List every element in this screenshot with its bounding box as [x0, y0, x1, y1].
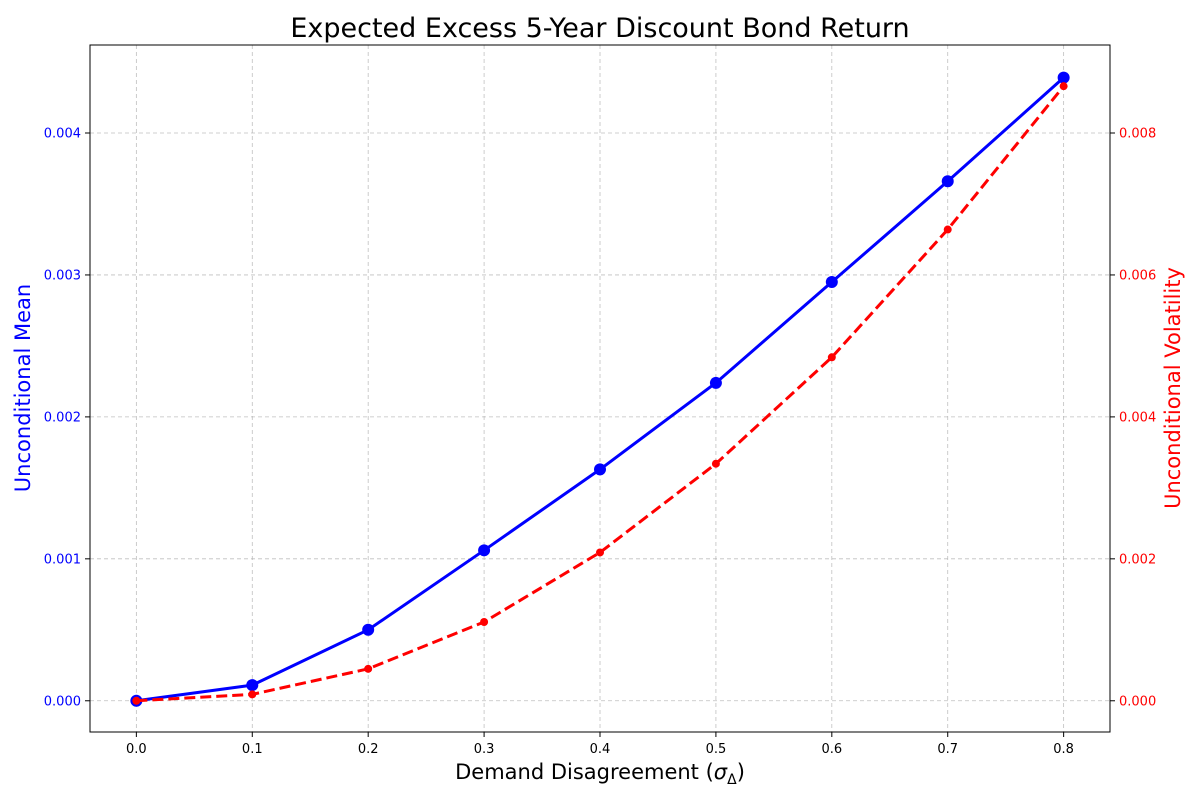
data-point-left: [1057, 71, 1070, 84]
y-axis-left-label: Unconditional Mean: [11, 284, 35, 492]
y-left-tick-label: 0.002: [44, 410, 81, 425]
data-point-left: [825, 276, 838, 289]
y-axis-right-ticks: 0.000 0.002 0.004 0.006 0.008: [1110, 127, 1156, 709]
x-tick-label: 0.1: [242, 742, 263, 757]
x-tick-label: 0.7: [937, 742, 958, 757]
series-layer: [130, 71, 1070, 707]
data-point-right: [596, 548, 604, 557]
y-axis-right-label: Unconditional Volatility: [1161, 267, 1185, 509]
data-point-right: [480, 617, 489, 626]
data-point-left: [709, 376, 722, 389]
y-right-tick-label: 0.008: [1119, 127, 1156, 142]
x-tick-label: 0.6: [821, 742, 842, 757]
y-axis-left-ticks: 0.000 0.001 0.002 0.003 0.004: [44, 127, 90, 709]
data-point-right: [1059, 82, 1068, 91]
grid-layer: [90, 45, 1110, 732]
x-tick-label: 0.4: [590, 742, 611, 757]
data-point-right: [943, 225, 952, 234]
data-point-right: [132, 696, 141, 705]
data-point-left: [478, 544, 491, 557]
y-right-tick-label: 0.004: [1119, 410, 1156, 425]
data-point-left: [941, 175, 954, 188]
y-left-tick-label: 0.003: [44, 268, 81, 283]
data-point-right: [248, 690, 257, 699]
x-axis-label: Demand Disagreement (σΔ): [455, 760, 745, 788]
y-left-tick-label: 0.001: [44, 552, 81, 567]
x-tick-label: 0.3: [474, 742, 495, 757]
x-tick-label: 0.0: [126, 742, 147, 757]
data-point-right: [827, 353, 836, 362]
data-point-left: [594, 463, 606, 476]
y-left-tick-label: 0.000: [44, 694, 81, 709]
data-point-right: [711, 459, 720, 468]
chart-title: Expected Excess 5-Year Discount Bond Ret…: [290, 13, 909, 44]
x-axis-ticks: 0.0 0.1 0.2 0.3 0.4 0.5 0.6 0.7 0.8: [126, 732, 1074, 757]
series-line-right: [136, 85, 1065, 703]
data-point-left: [246, 679, 259, 692]
x-tick-label: 0.8: [1053, 742, 1074, 757]
y-left-tick-label: 0.004: [44, 127, 81, 142]
x-tick-label: 0.2: [358, 742, 379, 757]
x-tick-label: 0.5: [706, 742, 727, 757]
y-right-tick-label: 0.006: [1119, 268, 1156, 283]
data-point-right: [364, 664, 373, 673]
series-right-axis: [132, 82, 1068, 705]
y-right-tick-label: 0.000: [1119, 694, 1156, 709]
data-point-left: [362, 623, 375, 636]
series-left-axis: [130, 71, 1070, 707]
y-right-tick-label: 0.002: [1119, 552, 1156, 567]
